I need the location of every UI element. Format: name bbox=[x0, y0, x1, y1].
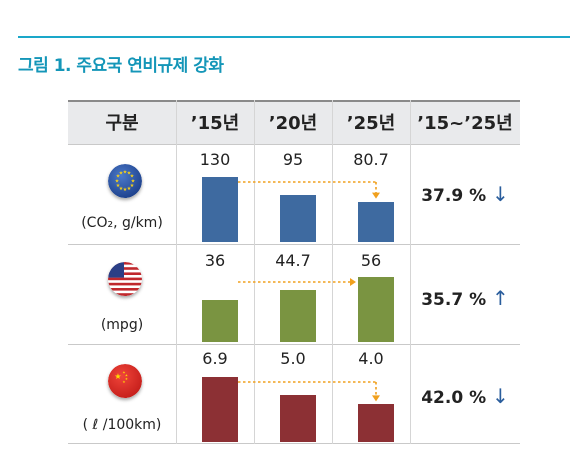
eu-unit-label: (CO₂, g/km) bbox=[81, 215, 163, 231]
us-unit-label: (mpg) bbox=[100, 317, 144, 333]
svg-text:★: ★ bbox=[119, 171, 124, 177]
eu-2025-bar bbox=[358, 201, 394, 242]
row-us: (mpg) 36 44.7 56 35.7 % ↑ bbox=[68, 244, 520, 344]
column-divider bbox=[254, 100, 255, 444]
header-2025: ’25년 bbox=[346, 113, 396, 134]
china-2020-bar bbox=[280, 394, 316, 442]
us-connector-arrowhead bbox=[350, 278, 356, 286]
row-divider bbox=[68, 244, 520, 245]
column-divider bbox=[176, 100, 177, 444]
eu-2025-value: 80.7 bbox=[353, 150, 389, 169]
row-divider bbox=[68, 344, 520, 345]
eu-change-value: 37.9 % bbox=[421, 186, 487, 206]
china-change: 42.0 % ↓ bbox=[410, 384, 520, 408]
regulation-table: 구분 ’15년 ’20년 ’25년 ’15~’25년 ★ ★ ★ ★ ★ ★ ★ ★ ★ ★… bbox=[68, 100, 520, 444]
eu-connector-arrowhead bbox=[372, 192, 380, 199]
top-rule bbox=[18, 36, 570, 38]
china-2020-value: 5.0 bbox=[280, 349, 306, 368]
down-arrow-icon: ↓ bbox=[492, 182, 509, 206]
row-china: ★ ★ ★ ★ ★ ( ℓ /100km) 6.9 5.0 4.0 42.0 %… bbox=[68, 344, 520, 444]
svg-text:★: ★ bbox=[115, 179, 120, 185]
svg-text:★: ★ bbox=[123, 170, 128, 176]
table-bottom-border bbox=[68, 443, 520, 444]
china-flag-icon: ★ ★ ★ ★ ★ bbox=[108, 364, 142, 398]
us-2025-value: 56 bbox=[360, 251, 382, 270]
header-2020: ’20년 bbox=[268, 113, 318, 134]
china-2015-value: 6.9 bbox=[202, 349, 228, 368]
eu-flag-icon: ★ ★ ★ ★ ★ ★ ★ ★ ★ ★ ★ ★ bbox=[108, 164, 142, 198]
china-2025-value: 4.0 bbox=[358, 349, 384, 368]
china-connector-arrowhead bbox=[372, 395, 380, 402]
svg-text:★: ★ bbox=[114, 372, 121, 381]
header-2015: ’15년 bbox=[190, 113, 240, 134]
svg-text:★: ★ bbox=[130, 174, 135, 180]
china-unit-label: ( ℓ /100km) bbox=[82, 417, 162, 433]
svg-text:★: ★ bbox=[125, 374, 128, 378]
header-row bbox=[68, 100, 520, 144]
header-change: ’15~’25년 bbox=[417, 113, 513, 134]
svg-text:★: ★ bbox=[123, 187, 128, 193]
us-change: 35.7 % ↑ bbox=[410, 286, 520, 310]
us-2025-bar bbox=[358, 277, 394, 342]
eu-change: 37.9 % ↓ bbox=[410, 182, 520, 206]
svg-text:★: ★ bbox=[122, 380, 125, 384]
column-divider bbox=[332, 100, 333, 444]
us-2015-value: 36 bbox=[204, 251, 226, 270]
china-2025-bar bbox=[358, 404, 394, 442]
header-category: 구분 bbox=[105, 113, 139, 134]
svg-text:★: ★ bbox=[116, 183, 121, 189]
eu-2015-bar bbox=[202, 177, 238, 242]
svg-text:★: ★ bbox=[125, 377, 128, 381]
svg-text:★: ★ bbox=[130, 183, 135, 189]
us-2020-value: 44.7 bbox=[275, 251, 311, 270]
eu-2020-bar bbox=[280, 194, 316, 242]
eu-2020-value: 95 bbox=[282, 150, 304, 169]
china-2015-bar bbox=[202, 377, 238, 442]
svg-text:★: ★ bbox=[116, 174, 121, 180]
us-change-value: 35.7 % bbox=[421, 290, 487, 310]
row-divider bbox=[68, 144, 520, 145]
eu-2015-value: 130 bbox=[199, 150, 231, 169]
figure-title: 그림 1. 주요국 연비규제 강화 bbox=[18, 56, 224, 76]
china-change-value: 42.0 % bbox=[421, 388, 487, 408]
connector-layer bbox=[238, 181, 380, 402]
down-arrow-icon: ↓ bbox=[492, 384, 509, 408]
up-arrow-icon: ↑ bbox=[492, 286, 509, 310]
svg-text:★: ★ bbox=[119, 186, 124, 192]
svg-text:★: ★ bbox=[127, 186, 132, 192]
table-top-border bbox=[68, 100, 520, 102]
svg-text:★: ★ bbox=[127, 171, 132, 177]
column-divider bbox=[410, 100, 411, 444]
svg-text:★: ★ bbox=[131, 179, 136, 185]
us-2015-bar bbox=[202, 300, 238, 342]
svg-text:★: ★ bbox=[122, 371, 125, 375]
row-eu: ★ ★ ★ ★ ★ ★ ★ ★ ★ ★ ★ ★ (CO₂, g/km) 130 95 80.7 … bbox=[68, 144, 520, 244]
us-2020-bar bbox=[280, 290, 316, 342]
